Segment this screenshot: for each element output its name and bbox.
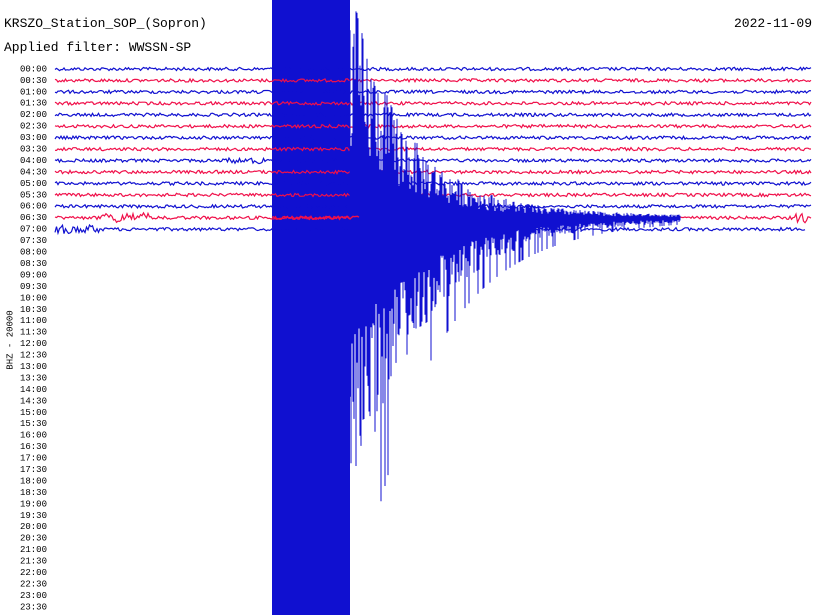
time-label: 23:30	[20, 602, 47, 612]
time-label: 22:30	[20, 579, 47, 589]
time-label: 17:30	[20, 465, 47, 475]
time-label: 15:00	[20, 408, 47, 418]
time-label: 09:30	[20, 282, 47, 292]
time-label: 11:30	[20, 328, 47, 338]
time-label: 14:30	[20, 396, 47, 406]
time-label: 18:00	[20, 476, 47, 486]
seismic-trace	[54, 134, 812, 141]
seismic-trace	[54, 169, 812, 175]
time-label: 09:00	[20, 270, 47, 280]
seismic-trace	[54, 123, 812, 130]
time-label: 22:00	[20, 568, 47, 578]
seismic-trace	[54, 146, 811, 152]
time-label: 10:30	[20, 305, 47, 315]
time-label: 00:00	[20, 64, 47, 74]
time-label: 07:30	[20, 236, 47, 246]
time-label: 05:30	[20, 190, 47, 200]
time-label: 12:00	[20, 339, 47, 349]
time-label: 21:00	[20, 545, 47, 555]
axis-label: BHZ - 20000	[5, 310, 15, 369]
filter-label: Applied filter: WWSSN-SP	[4, 40, 191, 55]
time-label: 01:00	[20, 87, 47, 97]
time-label: 02:30	[20, 122, 47, 132]
time-label: 18:30	[20, 488, 47, 498]
time-label: 12:30	[20, 351, 47, 361]
time-label: 03:00	[20, 133, 47, 143]
time-label: 07:00	[20, 225, 47, 235]
time-label: 01:30	[20, 99, 47, 109]
time-label: 14:00	[20, 385, 47, 395]
seismic-trace	[54, 156, 812, 165]
time-label: 06:30	[20, 213, 47, 223]
time-label: 19:00	[20, 499, 47, 509]
seismic-trace	[54, 77, 812, 84]
quake-coda	[349, 11, 681, 502]
time-label: 06:00	[20, 202, 47, 212]
seismic-trace	[54, 66, 812, 72]
seismic-trace	[54, 100, 812, 107]
station-title: KRSZO_Station_SOP_(Sopron)	[4, 16, 207, 31]
time-label: 11:00	[20, 316, 47, 326]
time-label: 13:00	[20, 362, 47, 372]
time-label: 04:30	[20, 167, 47, 177]
seismic-trace-overlay	[271, 215, 360, 221]
time-label: 04:00	[20, 156, 47, 166]
time-label: 05:00	[20, 179, 47, 189]
seismic-trace	[54, 111, 812, 118]
time-label: 08:30	[20, 259, 47, 269]
date: 2022-11-09	[734, 16, 812, 31]
time-label: 23:00	[20, 591, 47, 601]
time-label: 03:30	[20, 145, 47, 155]
time-label: 17:00	[20, 454, 47, 464]
time-label: 10:00	[20, 293, 47, 303]
time-label: 20:00	[20, 522, 47, 532]
time-label: 16:30	[20, 442, 47, 452]
time-label: 21:30	[20, 557, 47, 567]
time-label: 15:30	[20, 419, 47, 429]
seismic-trace	[54, 89, 812, 95]
time-label: 13:30	[20, 373, 47, 383]
time-label: 08:00	[20, 248, 47, 258]
time-label: 19:30	[20, 511, 47, 521]
time-label: 02:00	[20, 110, 47, 120]
traces	[54, 0, 812, 615]
time-label: 16:00	[20, 431, 47, 441]
time-label: 00:30	[20, 76, 47, 86]
time-label: 20:30	[20, 534, 47, 544]
